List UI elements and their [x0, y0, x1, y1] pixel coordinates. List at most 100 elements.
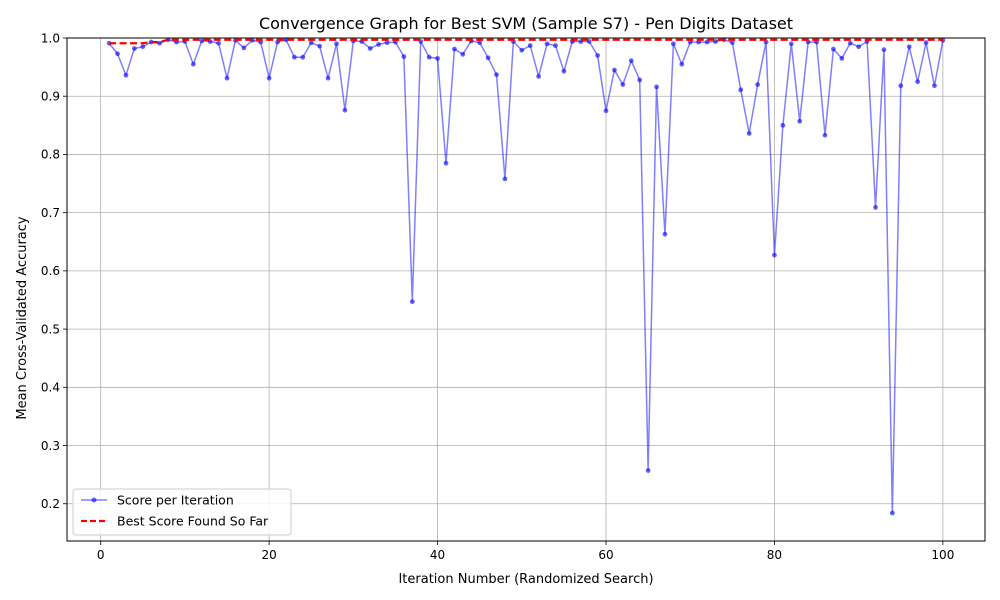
data-point-score [452, 46, 457, 52]
data-point-score [342, 107, 348, 113]
data-point-score [780, 122, 786, 128]
legend-marker-score [91, 497, 97, 503]
data-point-score [738, 87, 744, 93]
y-tick-label: 0.9 [41, 90, 60, 104]
data-point-score [687, 39, 693, 45]
data-point-score [814, 39, 819, 45]
x-tick-label: 100 [931, 548, 954, 562]
series-line-best [109, 38, 943, 45]
data-point-score [527, 43, 533, 48]
data-point-score [401, 54, 407, 60]
data-point-score [334, 41, 339, 47]
data-point-score [460, 51, 466, 57]
x-tick-label: 60 [598, 548, 613, 562]
data-point-score [906, 44, 912, 50]
data-point-score [266, 75, 272, 81]
legend-label-best: Best Score Found So Far [117, 514, 269, 529]
data-point-score [679, 61, 685, 67]
data-point-score [595, 53, 600, 58]
data-point-score [275, 39, 280, 45]
y-tick-label: 1.0 [41, 31, 60, 45]
data-point-score [409, 299, 415, 305]
data-point-score [645, 468, 651, 473]
data-point-score [763, 39, 769, 45]
data-point-score [325, 75, 331, 81]
data-point-score [662, 231, 668, 237]
data-point-score [426, 54, 432, 60]
data-point-score [561, 68, 567, 74]
data-point-score [174, 39, 179, 45]
data-point-score [932, 83, 937, 89]
y-tick-label: 0.8 [41, 148, 60, 162]
chart-title: Convergence Graph for Best SVM (Sample S… [259, 14, 793, 33]
y-axis-label: Mean Cross-Validated Accuracy [15, 216, 30, 420]
data-point-score [847, 40, 853, 46]
data-point-score [384, 40, 390, 46]
data-point-score [477, 40, 483, 46]
data-point-score [839, 55, 845, 61]
data-point-score [788, 41, 794, 47]
y-tick-label: 0.6 [41, 264, 60, 278]
data-point-score [772, 252, 777, 258]
data-point-score [822, 132, 828, 138]
data-point-score [376, 42, 382, 47]
legend: Score per Iteration Best Score Found So … [72, 488, 292, 536]
data-point-score [881, 47, 887, 53]
data-point-score [443, 160, 449, 166]
legend-label-score: Score per Iteration [117, 493, 234, 508]
data-point-score [502, 176, 508, 182]
x-axis-label: Iteration Number (Randomized Search) [398, 572, 653, 587]
data-point-score [115, 51, 120, 57]
data-point-score [612, 67, 617, 73]
data-point-score [923, 40, 929, 46]
data-point-score [300, 54, 306, 60]
y-tick-label: 0.5 [41, 322, 60, 336]
data-point-score [140, 44, 146, 50]
data-point-score [157, 40, 163, 46]
data-point-score [628, 58, 634, 64]
data-point-score [190, 61, 196, 67]
data-point-score [729, 40, 735, 46]
data-point-score [898, 83, 904, 89]
data-point-score [889, 510, 895, 516]
data-point-score [123, 72, 129, 78]
x-tick-label: 0 [97, 548, 105, 562]
data-point-score [435, 55, 440, 61]
data-point-score [797, 118, 803, 124]
data-point-score [494, 72, 499, 78]
y-tick-label: 0.3 [41, 439, 60, 453]
data-point-score [367, 46, 373, 51]
data-point-score [544, 41, 550, 47]
data-point-score [670, 41, 676, 47]
data-point-score [258, 39, 264, 45]
data-point-score [216, 40, 221, 46]
data-point-score [317, 43, 323, 49]
y-tick-label: 0.4 [41, 381, 60, 395]
data-point-score [696, 39, 702, 45]
data-point-score [308, 40, 314, 46]
data-point-score [291, 54, 297, 60]
data-point-score [746, 131, 752, 136]
data-point-score [620, 82, 626, 87]
axis-ticks: 0 20 40 60 80 100 0.2 0.3 0.4 0.5 0.6 0.7 0.8 0.9 1.0 [41, 31, 954, 562]
data-point-score [485, 55, 491, 61]
data-point-score [713, 39, 718, 44]
data-point-score [654, 84, 659, 90]
x-tick-label: 80 [767, 548, 782, 562]
data-point-score [224, 75, 230, 81]
data-point-score [519, 47, 525, 53]
data-point-score [199, 38, 205, 44]
data-point-score [241, 45, 247, 51]
axes-frame [66, 37, 986, 542]
data-point-score [131, 46, 137, 51]
data-point-score [831, 46, 836, 52]
y-tick-label: 0.2 [41, 497, 60, 511]
data-point-score [553, 43, 558, 48]
plot-area [106, 37, 946, 516]
data-point-score [755, 82, 761, 87]
data-point-score [704, 39, 710, 45]
data-point-score [393, 39, 398, 45]
data-point-score [283, 37, 289, 43]
